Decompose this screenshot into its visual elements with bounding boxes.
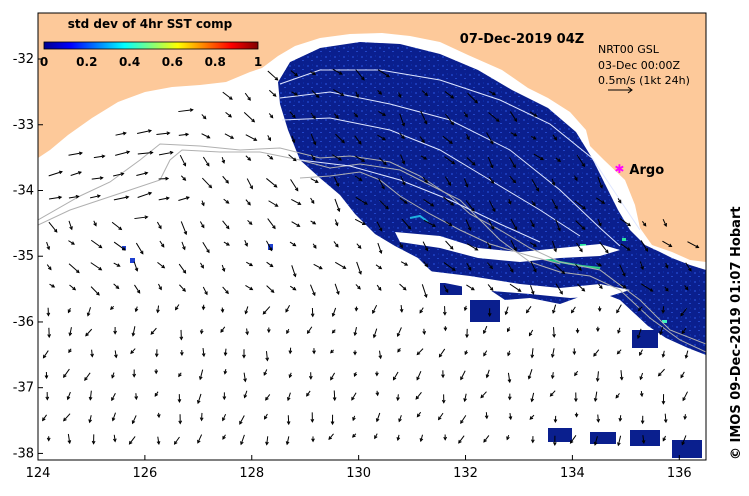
legend-date: 03-Dec 00:00Z xyxy=(598,59,680,72)
x-tick-label: 132 xyxy=(453,466,478,481)
bathymetry-contours xyxy=(38,143,706,353)
colorbar-label: std dev of 4hr SST comp xyxy=(68,17,233,31)
y-tick-label: -32 xyxy=(13,52,34,67)
x-tick-label: 124 xyxy=(26,466,51,481)
y-tick-label: -37 xyxy=(13,381,34,396)
y-tick-label: -33 xyxy=(13,118,34,133)
plot-frame xyxy=(37,12,707,461)
colorbar-tick-label: 0 xyxy=(40,55,48,69)
colorbar-tick-label: 1 xyxy=(254,55,262,69)
x-axis: 124 126 128 130 132 134 136 xyxy=(26,455,692,481)
y-tick-label: -36 xyxy=(13,315,34,330)
argo-marker: ✱ Argo xyxy=(614,162,664,178)
y-axis: -32 -33 -34 -35 -36 -37 -38 xyxy=(13,52,43,461)
x-tick-label: 134 xyxy=(560,466,585,481)
legend-product: NRT00 GSL xyxy=(598,43,660,56)
y-tick-label: -38 xyxy=(13,446,34,461)
argo-star-icon: ✱ xyxy=(614,162,624,176)
colorbar-tick-label: 0.8 xyxy=(205,55,226,69)
credit-text: © IMOS 09-Dec-2019 01:07 Hobart xyxy=(729,206,744,460)
argo-label: Argo xyxy=(629,163,664,178)
colorbar-tick-label: 0.6 xyxy=(162,55,183,69)
colorbar: std dev of 4hr SST comp 0 0.2 0.4 0.6 0.8 1 xyxy=(40,17,262,69)
colorbar-gradient xyxy=(43,41,259,50)
legend-arrowhead-icon xyxy=(627,86,633,94)
map-title: 07-Dec-2019 04Z xyxy=(460,32,584,47)
colorbar-ticks: 0 0.2 0.4 0.6 0.8 1 xyxy=(40,55,262,69)
colorbar-tick-label: 0.2 xyxy=(76,55,97,69)
land-mass xyxy=(38,13,706,262)
current-vectors xyxy=(42,68,700,447)
x-tick-label: 126 xyxy=(132,466,157,481)
streamlines xyxy=(279,69,641,247)
legend-scale: 0.5m/s (1kt 24h) xyxy=(598,74,690,87)
velocity-legend: NRT00 GSL 03-Dec 00:00Z 0.5m/s (1kt 24h) xyxy=(598,43,690,94)
x-tick-label: 136 xyxy=(667,466,692,481)
x-tick-label: 130 xyxy=(346,466,371,481)
colorbar-tick-label: 0.4 xyxy=(119,55,140,69)
x-tick-label: 128 xyxy=(239,466,264,481)
coastal-band xyxy=(262,48,320,82)
y-tick-label: -35 xyxy=(13,249,34,264)
y-tick-label: -34 xyxy=(13,183,34,198)
sst-data-region xyxy=(122,42,706,458)
